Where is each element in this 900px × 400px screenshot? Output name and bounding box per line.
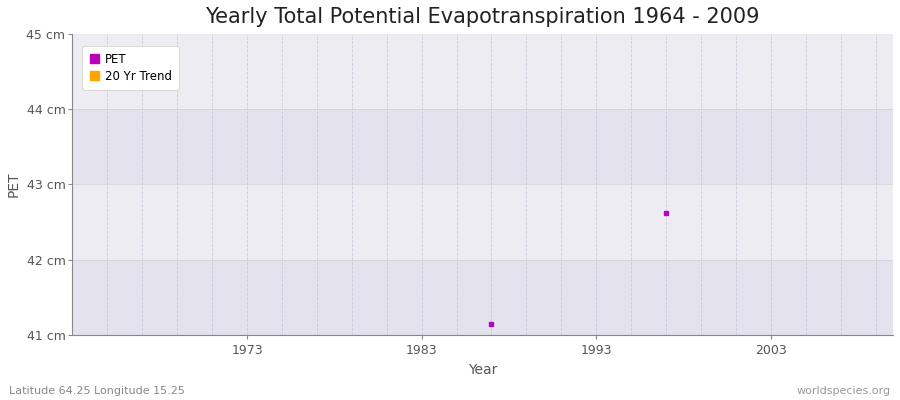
X-axis label: Year: Year <box>468 363 498 377</box>
Y-axis label: PET: PET <box>7 172 21 197</box>
Bar <box>72 260 893 335</box>
Legend: PET, 20 Yr Trend: PET, 20 Yr Trend <box>83 46 179 90</box>
Title: Yearly Total Potential Evapotranspiration 1964 - 2009: Yearly Total Potential Evapotranspiratio… <box>205 7 760 27</box>
Text: Latitude 64.25 Longitude 15.25: Latitude 64.25 Longitude 15.25 <box>9 386 184 396</box>
Bar <box>72 184 893 260</box>
Bar <box>72 109 893 184</box>
Text: worldspecies.org: worldspecies.org <box>796 386 891 396</box>
Bar <box>72 34 893 109</box>
